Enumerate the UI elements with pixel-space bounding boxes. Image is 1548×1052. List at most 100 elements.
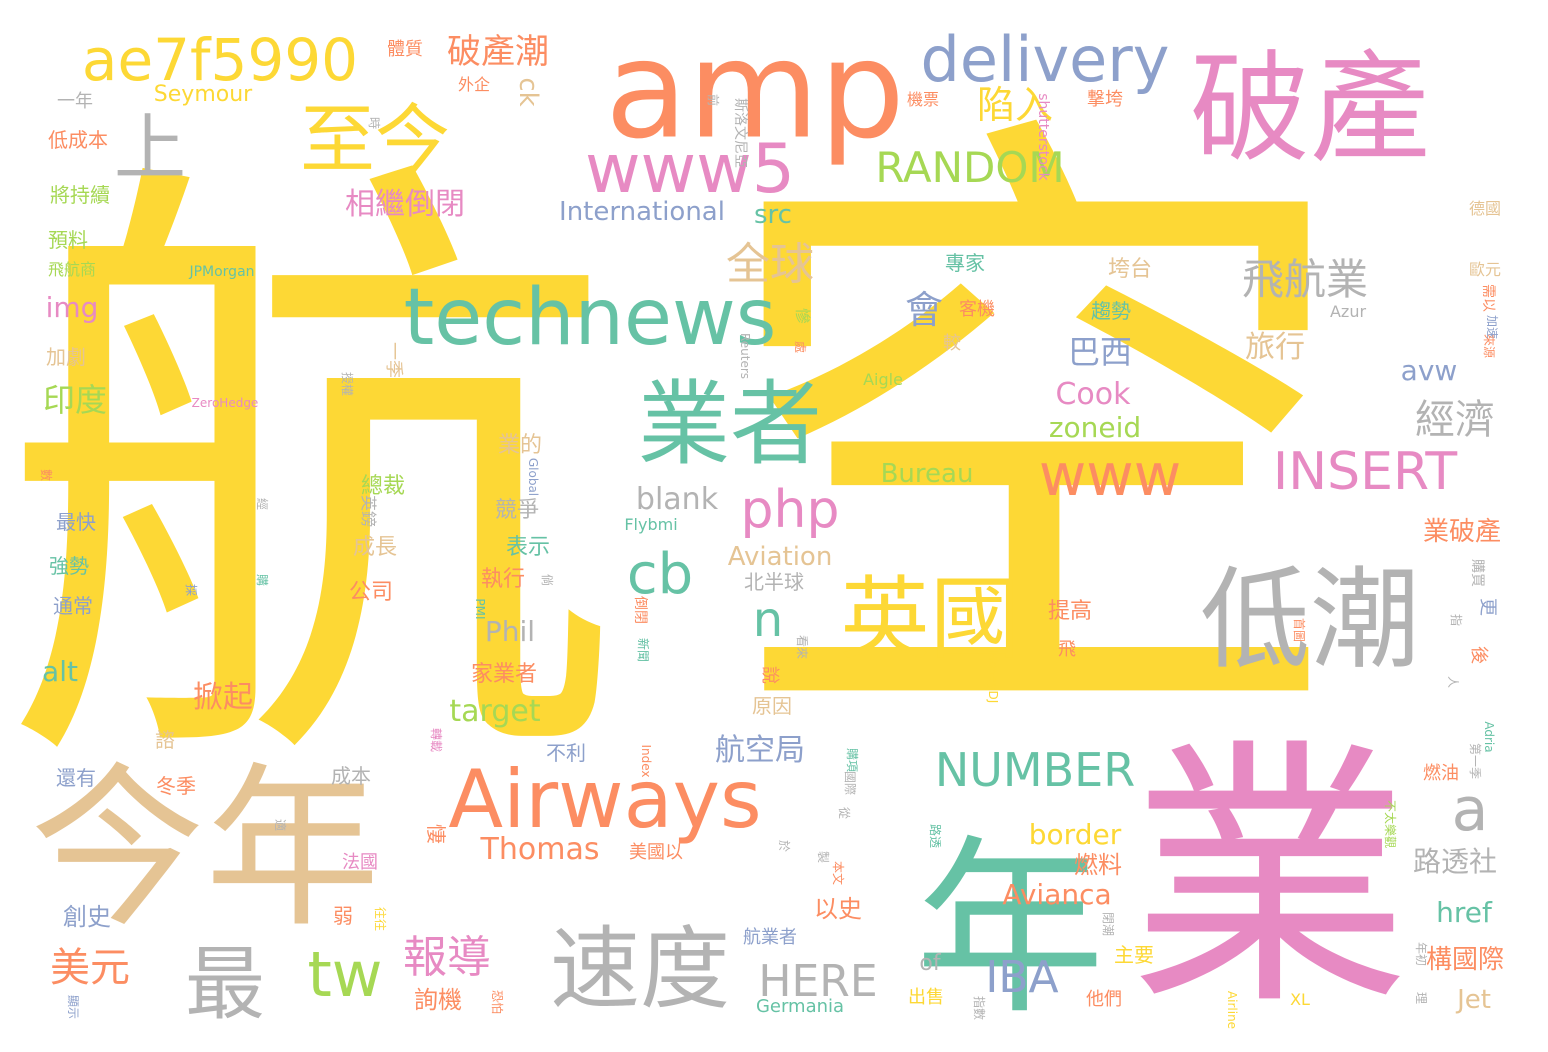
- cloud-word: 原因: [752, 694, 792, 718]
- cloud-word: 垮台: [1107, 257, 1153, 282]
- cloud-word: 出售: [908, 987, 944, 1008]
- cloud-word: Bureau: [880, 459, 974, 489]
- cloud-word: Flybmi: [624, 515, 678, 534]
- cloud-word: HERE: [758, 956, 878, 1007]
- cloud-word: IBA: [985, 952, 1059, 1003]
- cloud-word: src: [754, 200, 792, 230]
- cloud-word: 主要: [1114, 943, 1154, 967]
- cloud-word: 倘: [540, 573, 554, 587]
- cloud-word: 將持續: [50, 183, 110, 207]
- cloud-word: 後: [1468, 646, 1489, 664]
- cloud-word: PMI: [473, 598, 487, 620]
- cloud-word: 全球: [726, 239, 814, 290]
- cloud-word: 航業者: [743, 927, 797, 948]
- cloud-word: 專家: [945, 251, 985, 275]
- cloud-word: 成長: [352, 535, 398, 560]
- cloud-word: 本文: [831, 860, 845, 886]
- cloud-word: 國際: [843, 770, 857, 796]
- cloud-word: 還有: [56, 766, 96, 790]
- cloud-word: 機票: [906, 90, 940, 109]
- cloud-word: 競爭: [494, 498, 540, 523]
- cloud-word: 美元: [50, 945, 130, 991]
- cloud-word: 今年: [30, 748, 380, 952]
- cloud-word: alt: [42, 655, 78, 688]
- cloud-word: 空: [715, 67, 1355, 812]
- cloud-word: 採: [184, 583, 198, 597]
- cloud-word: Aigle: [863, 370, 903, 389]
- cloud-word: 北半球: [744, 570, 804, 594]
- cloud-word: 速度: [550, 917, 730, 1022]
- cloud-word: of: [919, 951, 941, 976]
- cloud-word: 英鎊: [359, 494, 378, 528]
- cloud-word: 更: [1477, 598, 1498, 616]
- cloud-word: amp: [605, 11, 905, 169]
- cloud-word: 不利: [546, 741, 586, 765]
- cloud-word: NUMBER: [934, 743, 1136, 797]
- cloud-word: 表示: [505, 535, 551, 560]
- cloud-word: 不太樂觀: [1383, 799, 1397, 849]
- cloud-word: Thomas: [480, 832, 600, 867]
- cloud-word: Cook: [1055, 377, 1131, 412]
- cloud-word: 印度: [42, 381, 108, 419]
- cloud-word: 業破產: [1422, 517, 1502, 547]
- cloud-word: Phil: [484, 615, 536, 648]
- cloud-word: 低成本: [48, 128, 108, 152]
- cloud-word: 數: [39, 468, 53, 482]
- cloud-word: 來源: [1482, 333, 1496, 359]
- cloud-word: 人: [1446, 675, 1460, 689]
- cloud-word: Aviation: [727, 542, 833, 572]
- cloud-word: 燃油: [1423, 763, 1459, 784]
- cloud-word: Jet: [1457, 985, 1491, 1015]
- cloud-word: 總裁: [360, 474, 406, 499]
- cloud-word: MoneyDJ: [986, 650, 1000, 704]
- cloud-word: 英國: [840, 567, 1020, 672]
- cloud-word: 較: [943, 333, 961, 354]
- cloud-word: Airways: [448, 753, 762, 846]
- cloud-word: 撃垮: [1087, 89, 1123, 110]
- cloud-word: 預料: [48, 228, 88, 252]
- cloud-word: 閉潮: [1101, 911, 1115, 937]
- cloud-word: 慘: [793, 307, 812, 325]
- cloud-word: 看來: [795, 634, 809, 660]
- cloud-word: 年初: [1414, 941, 1428, 967]
- cloud-word: tw: [307, 938, 383, 1011]
- cloud-word: RANDOM: [875, 143, 1065, 192]
- cloud-word: 首圖: [1292, 617, 1306, 643]
- cloud-word: 加劇: [46, 345, 86, 369]
- cloud-word: blank: [635, 482, 719, 517]
- cloud-word: 前: [706, 93, 720, 107]
- cloud-word: 需以: [1480, 284, 1496, 312]
- cloud-word: JPMorgan: [189, 264, 255, 280]
- cloud-word: 以史: [814, 895, 862, 923]
- cloud-word: Index: [639, 744, 653, 778]
- cloud-word: 破產潮: [447, 32, 549, 72]
- cloud-word: 航空局: [715, 733, 805, 768]
- cloud-word: Airline: [1225, 990, 1239, 1030]
- cloud-word: 歐元: [1468, 260, 1502, 279]
- cloud-word: 相繼倒閉: [345, 187, 465, 222]
- cloud-word: ae7f5990: [81, 26, 359, 94]
- cloud-word: 一季: [383, 342, 404, 378]
- cloud-word: 弱: [333, 904, 353, 928]
- cloud-word: shutterstock: [1035, 93, 1051, 181]
- cloud-word: 報導: [403, 932, 491, 983]
- cloud-word: 旅行: [1245, 330, 1305, 365]
- cloud-word: 理: [1414, 991, 1428, 1005]
- cloud-word: 上: [113, 106, 187, 190]
- cloud-word: www: [1038, 441, 1182, 509]
- cloud-word: Germania: [755, 996, 845, 1017]
- cloud-word: 第一季: [1468, 742, 1482, 780]
- cloud-word: ZeroHedge: [191, 396, 259, 410]
- cloud-word: 於: [777, 839, 791, 853]
- cloud-word: 飛航業: [1241, 255, 1369, 304]
- cloud-word: www5: [584, 130, 796, 209]
- cloud-word: 冬季: [156, 774, 196, 798]
- cloud-word: 授權: [340, 371, 354, 397]
- cloud-word: 公司: [348, 580, 394, 605]
- cloud-word: img: [45, 291, 99, 324]
- cloud-word: 強勢: [49, 554, 89, 578]
- cloud-word: Global: [526, 457, 540, 497]
- cloud-word: 轉載: [429, 727, 443, 753]
- cloud-word: 他們: [1086, 989, 1122, 1010]
